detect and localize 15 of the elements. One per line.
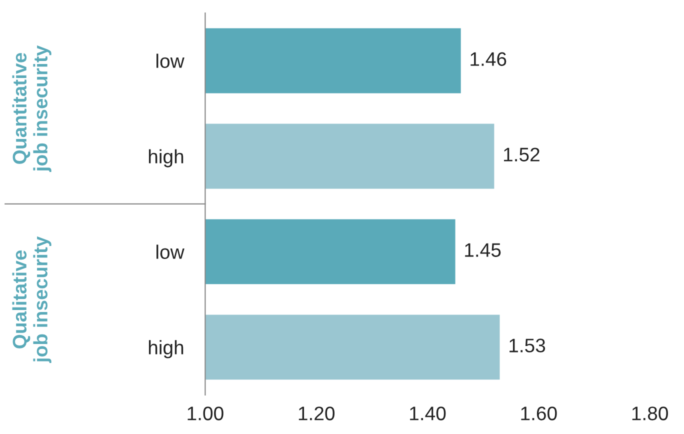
x-tick-label: 1.40: [410, 406, 446, 420]
x-tick-label: 1.00: [188, 406, 224, 420]
text: Qualitative job insecurity: [12, 236, 52, 363]
y-tick-label: high: [148, 149, 184, 168]
data-label: 1.52: [504, 148, 540, 162]
y-tick-label: high: [148, 340, 184, 358]
x-tick-label: 1.20: [298, 406, 335, 420]
data-label: 1.45: [465, 243, 501, 257]
y-tick-label: low: [156, 244, 184, 259]
x-tick-label: 1.80: [632, 406, 668, 420]
text: Quantitative job insecurity: [12, 45, 52, 172]
data-label: 1.46: [470, 52, 506, 66]
data-label: 1.53: [510, 338, 546, 352]
y-tick-label: low: [156, 54, 184, 68]
x-tick-label: 1.60: [521, 406, 557, 420]
